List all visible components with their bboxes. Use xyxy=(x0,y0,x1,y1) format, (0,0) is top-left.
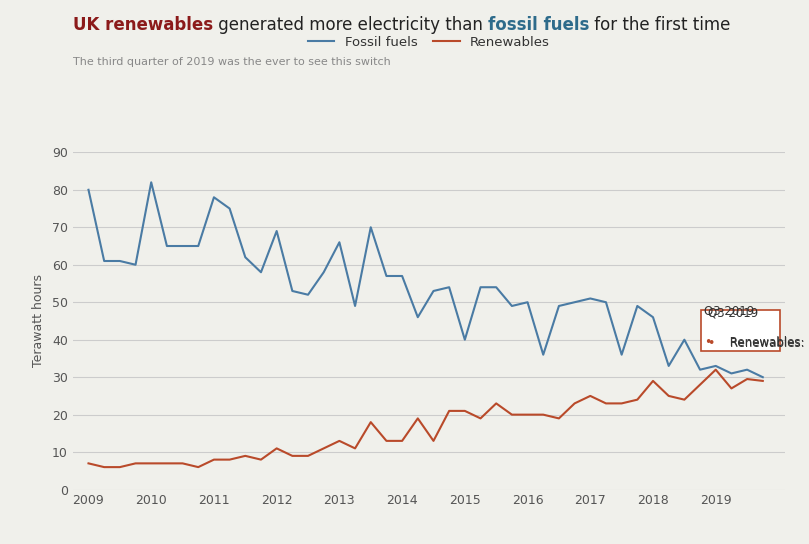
Text: Q3 2019: Q3 2019 xyxy=(705,304,755,317)
Text: Renewables:: Renewables: xyxy=(726,336,809,349)
Text: generated more electricity than: generated more electricity than xyxy=(213,16,488,34)
Text: Q3 2019: Q3 2019 xyxy=(708,307,758,320)
Y-axis label: Terawatt hours: Terawatt hours xyxy=(32,275,45,367)
Text: •: • xyxy=(708,337,715,350)
Text: UK renewables: UK renewables xyxy=(73,16,213,34)
Text: fossil fuels: fossil fuels xyxy=(488,16,590,34)
Text: The third quarter of 2019 was the ever to see this switch: The third quarter of 2019 was the ever t… xyxy=(73,57,391,67)
Legend: Fossil fuels, Renewables: Fossil fuels, Renewables xyxy=(303,31,555,54)
FancyBboxPatch shape xyxy=(701,310,780,351)
Text: •: • xyxy=(705,336,712,349)
Text: Renewables:: Renewables: xyxy=(730,337,808,350)
Text: for the first time: for the first time xyxy=(590,16,731,34)
